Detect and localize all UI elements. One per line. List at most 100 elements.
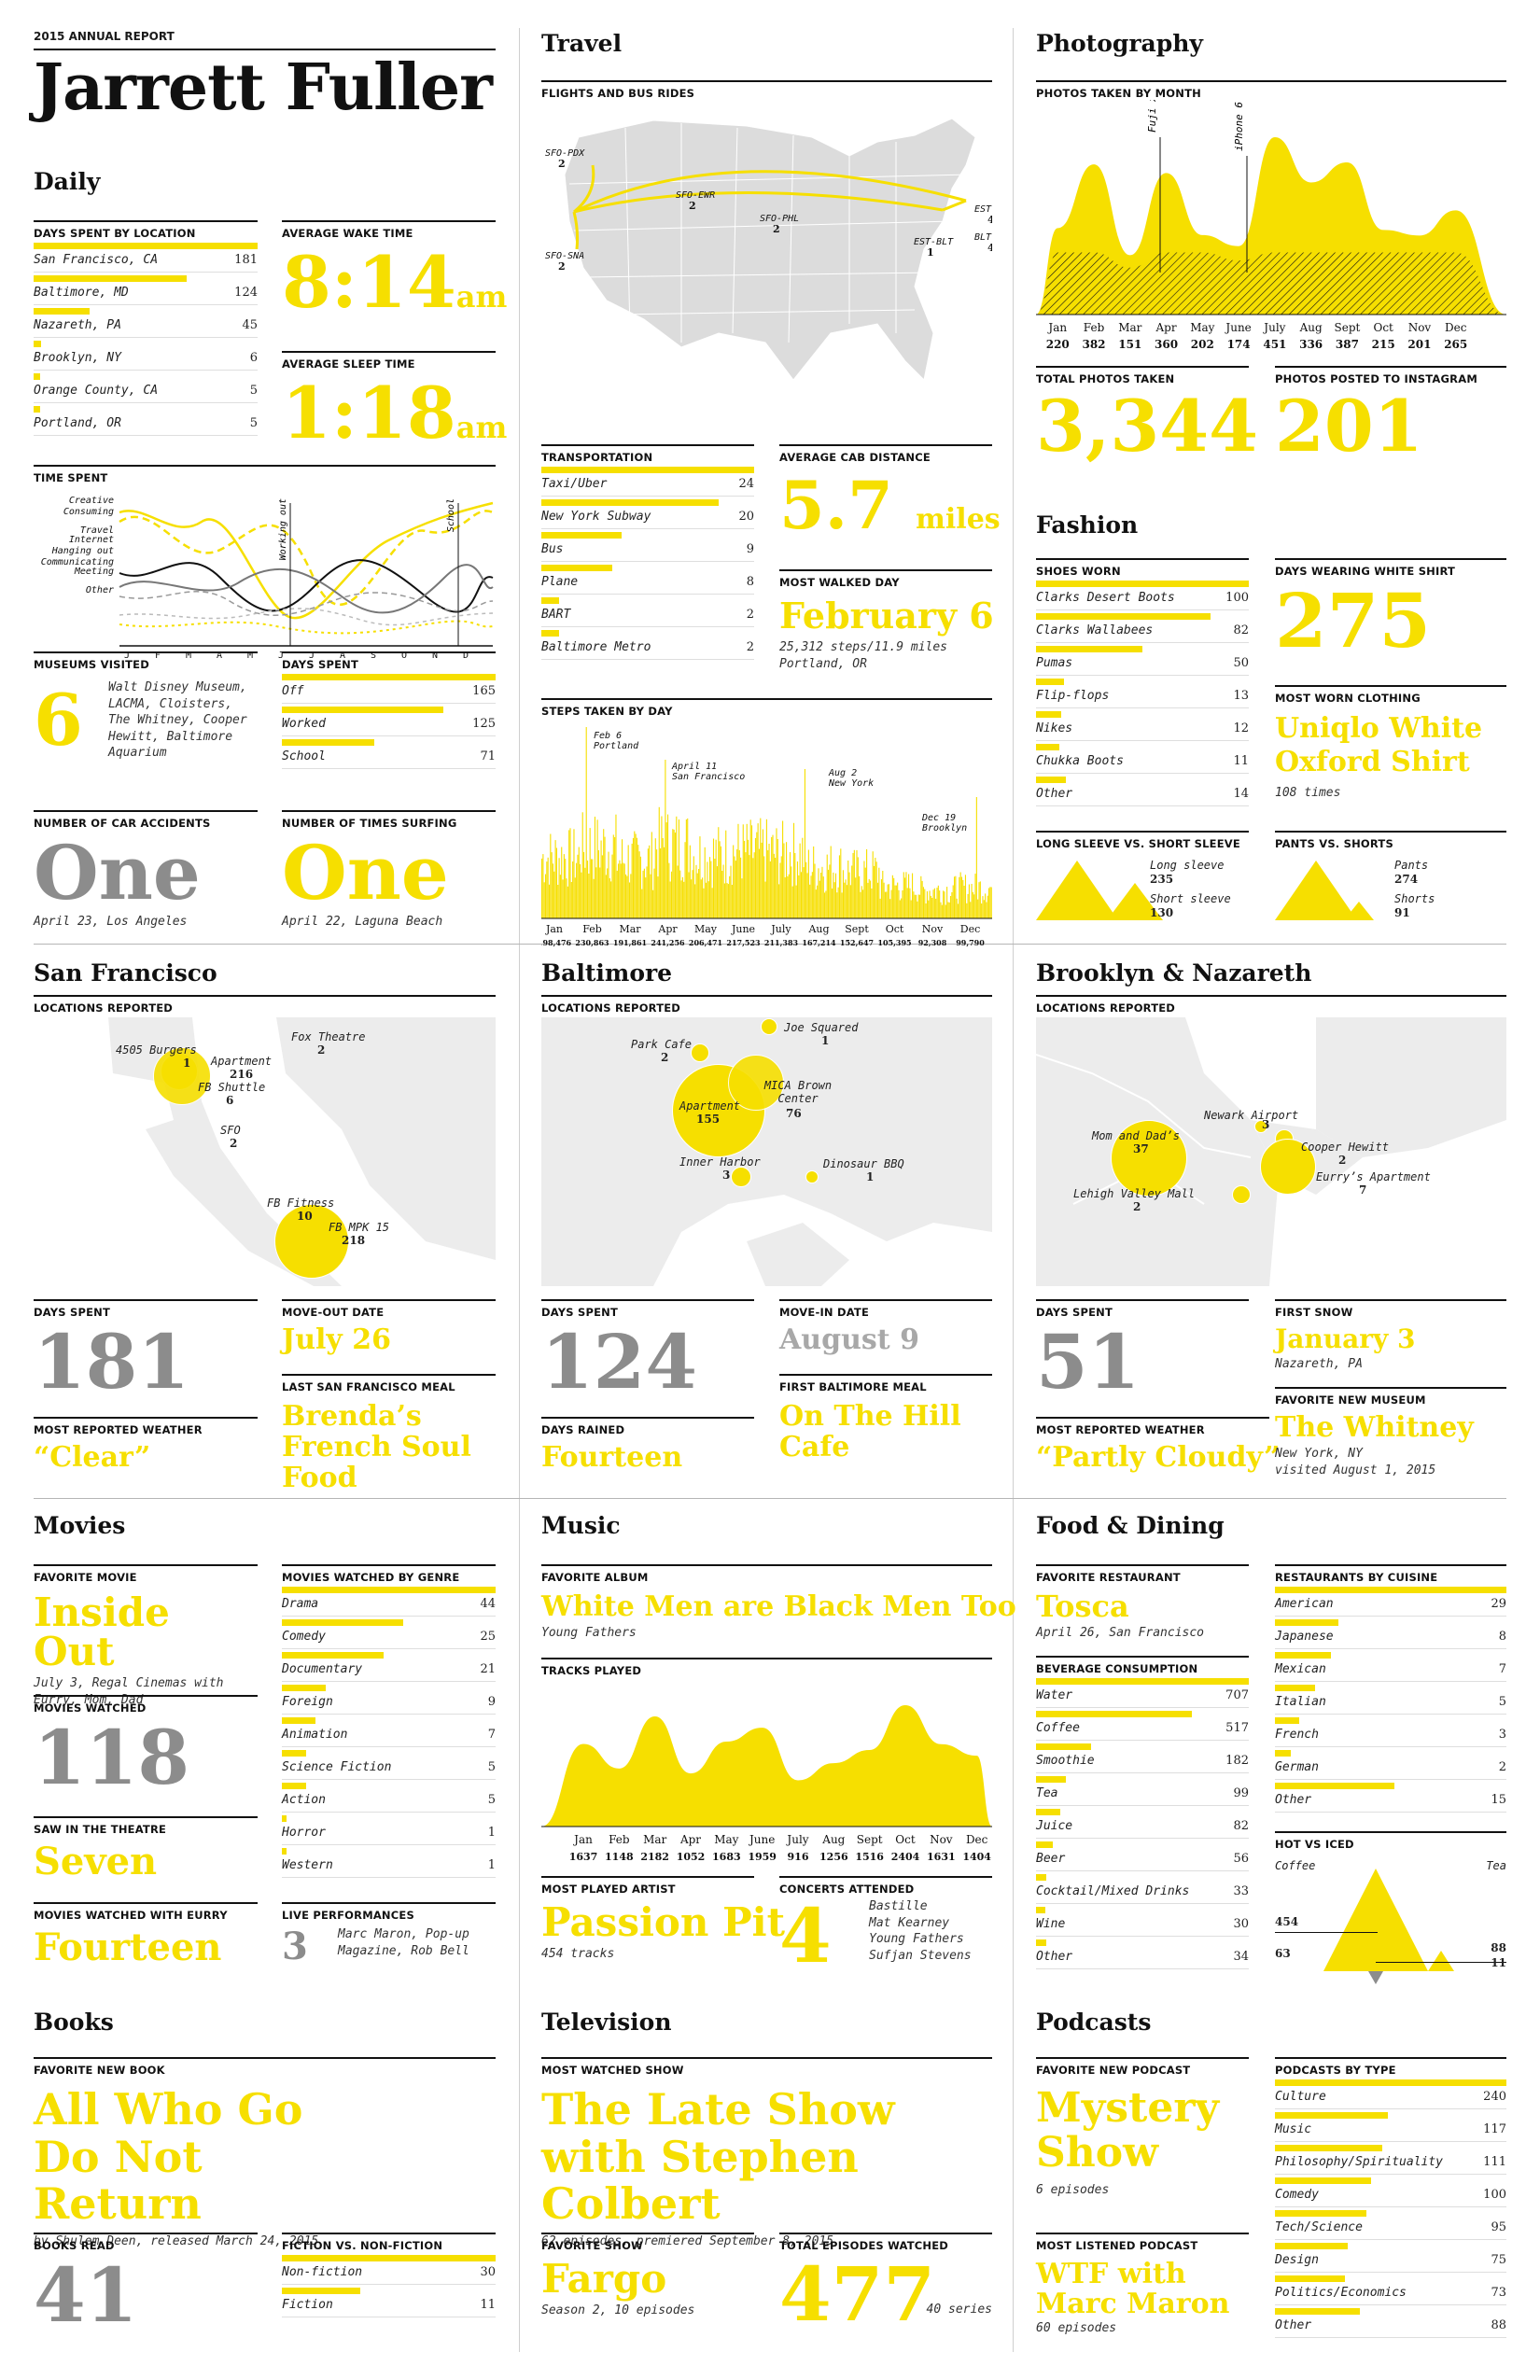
- step-bar: [937, 885, 939, 918]
- step-bar: [862, 889, 864, 918]
- step-bar: [931, 898, 933, 918]
- bar-value: 99: [1233, 1786, 1249, 1800]
- month-value: 1631: [927, 1851, 956, 1863]
- step-bar: [605, 875, 607, 918]
- short-sleeve-triangle: [1107, 883, 1163, 920]
- step-annotation: Aug 2: [828, 768, 857, 778]
- bar-label: Juice: [1036, 1819, 1073, 1833]
- step-annotation: April 11: [671, 762, 717, 772]
- bar-row: San Francisco, CA 181: [34, 240, 258, 273]
- step-bar: [632, 837, 635, 918]
- bar-label: Other: [1275, 2318, 1312, 2332]
- pants-vs-shorts: PANTS VS. SHORTS Pants 274 Shorts 91: [1275, 831, 1506, 931]
- favorite-movie: FAVORITE MOVIE Inside Out July 3, Regal …: [34, 1564, 258, 1708]
- bar-label: Nikes: [1036, 721, 1073, 735]
- month-label: Sept: [857, 1833, 883, 1846]
- bar: [34, 275, 188, 282]
- step-bar: [778, 884, 780, 918]
- step-bar: [879, 898, 881, 918]
- step-bar: [614, 837, 616, 918]
- bar-value: 11: [480, 2298, 496, 2312]
- bar-label: Music: [1275, 2122, 1312, 2136]
- month-label: Dec: [1445, 321, 1467, 334]
- step-bar: [654, 838, 656, 918]
- legend-label: Other: [86, 585, 114, 595]
- step-bar: [622, 839, 623, 918]
- step-annotation: New York: [828, 778, 874, 789]
- bar: [1275, 2308, 1360, 2315]
- step-bar: [890, 889, 892, 918]
- bar-value: 181: [234, 253, 258, 267]
- step-bar: [698, 869, 700, 918]
- bar: [1036, 613, 1211, 620]
- month-label: July: [785, 1833, 808, 1846]
- bar-row: Science Fiction 5: [282, 1747, 496, 1780]
- step-bar: [775, 858, 777, 918]
- step-bar: [590, 859, 593, 918]
- bar-label: Italian: [1275, 1695, 1326, 1709]
- bar-value: 24: [738, 477, 754, 491]
- bar-row: Brooklyn, NY 6: [34, 338, 258, 371]
- month-value: 451: [1263, 338, 1286, 351]
- bar-row: Other 14: [1036, 774, 1249, 806]
- step-bar: [904, 877, 906, 918]
- month-value: 382: [1082, 338, 1105, 351]
- bar-label: Worked: [282, 717, 326, 731]
- bar-label: Taxi/Uber: [541, 477, 608, 491]
- step-bar: [599, 867, 601, 918]
- month-label: J: [309, 651, 315, 661]
- step-bar: [658, 806, 660, 918]
- bar-value: 124: [234, 286, 258, 300]
- bar-value: 45: [242, 318, 258, 332]
- month-label: Sept: [845, 923, 869, 935]
- step-bar: [544, 874, 547, 918]
- bar-value: 75: [1491, 2253, 1506, 2267]
- white-shirt-days: DAYS WEARING WHITE SHIRT 275: [1275, 558, 1506, 658]
- month-value: 1516: [855, 1851, 884, 1863]
- times-surfing: NUMBER OF TIMES SURFING One April 22, La…: [282, 810, 496, 931]
- step-bar: [568, 830, 570, 918]
- bar-row: Japanese 8: [1275, 1617, 1506, 1649]
- bar-row: BART 2: [541, 595, 754, 627]
- bk-circle-newark: [1254, 1120, 1267, 1133]
- bar-value: 82: [1233, 623, 1249, 637]
- step-bar: [688, 872, 690, 918]
- step-bar: [796, 861, 799, 918]
- bar-label: Design: [1275, 2253, 1319, 2267]
- step-bar: [864, 867, 866, 918]
- sleep-block: AVERAGE SLEEP TIME 1:18am: [282, 351, 507, 449]
- step-bar: [679, 870, 681, 918]
- step-bar: [963, 886, 965, 918]
- bar-row: Baltimore Metro 2: [541, 627, 754, 660]
- section-title-fashion: Fashion: [1036, 511, 1139, 539]
- bar-row: Clarks Desert Boots 100: [1036, 578, 1249, 610]
- step-bar: [672, 829, 674, 918]
- coffee-hot-triangle: [1323, 1869, 1428, 1971]
- step-bar: [783, 843, 785, 918]
- section-title-podcasts: Podcasts: [1036, 2009, 1152, 2036]
- step-bar: [683, 881, 685, 918]
- bar-row: Smoothie 182: [1036, 1741, 1249, 1773]
- step-bar: [619, 860, 621, 918]
- total-photos: TOTAL PHOTOS TAKEN 3,344: [1036, 366, 1258, 462]
- step-bar: [909, 888, 911, 918]
- month-value: 211,383: [764, 938, 799, 947]
- bar: [1275, 1717, 1299, 1724]
- bar-label: Orange County, CA: [34, 384, 159, 398]
- bar-value: 707: [1225, 1688, 1249, 1702]
- step-bar: [767, 850, 769, 918]
- step-bar: [647, 848, 649, 918]
- month-label: June: [748, 1833, 775, 1846]
- bar-row: Music 117: [1275, 2109, 1506, 2142]
- bar: [541, 630, 559, 637]
- step-bar: [600, 840, 602, 918]
- bar: [1036, 1776, 1066, 1783]
- month-value: 2404: [891, 1851, 920, 1863]
- month-label: Mar: [619, 923, 641, 935]
- step-bar: [737, 823, 739, 918]
- bar-row: School 71: [282, 736, 496, 769]
- month-value: 174: [1227, 338, 1251, 351]
- step-bar: [973, 894, 975, 918]
- step-bar: [729, 875, 731, 918]
- step-bar: [565, 859, 567, 918]
